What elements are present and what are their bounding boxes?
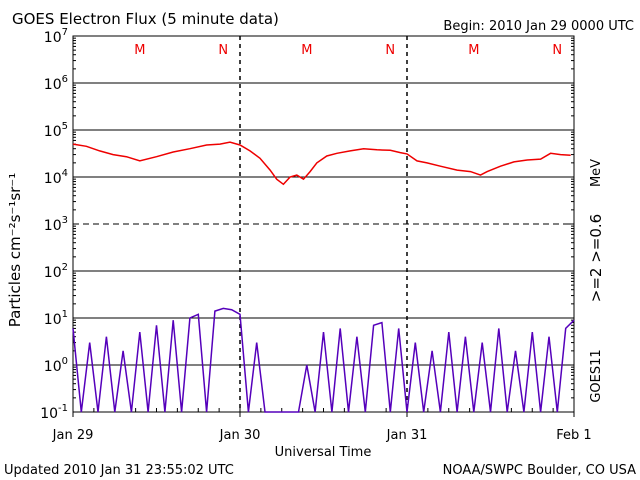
y-tick-label: 103	[44, 215, 68, 234]
mn-marker: M	[134, 43, 145, 58]
series-layer	[72, 141, 575, 413]
y-tick-label: 101	[44, 309, 68, 328]
x-tick-label: Jan 31	[386, 428, 428, 443]
mn-marker: N	[385, 43, 395, 58]
mn-marker: N	[218, 43, 228, 58]
satellite-label: GOES11	[589, 349, 604, 402]
y-tick-label: 104	[44, 168, 68, 187]
y-tick-label: 102	[44, 262, 68, 281]
begin-label: Begin: 2010 Jan 29 0000 UTC	[443, 19, 634, 34]
mev-label: MeV	[589, 159, 604, 187]
x-tick-label: Feb 1	[556, 428, 591, 443]
x-tick-label: Jan 29	[52, 428, 94, 443]
reference-lines	[73, 82, 574, 366]
series-line-2	[72, 307, 575, 413]
day-separators	[239, 36, 408, 412]
y-tick-label: 10-1	[40, 403, 68, 422]
y-tick-label: 100	[44, 356, 68, 375]
x-axis-label: Universal Time	[275, 445, 372, 460]
y-tick-label: 105	[44, 121, 68, 140]
y-axis-ticks: 107 106 105 104 103 102 101 100 10-1	[40, 27, 574, 422]
x-axis-ticks: Jan 29 Jan 30 Jan 31 Feb 1	[52, 408, 592, 443]
x-tick-label: Jan 30	[219, 428, 261, 443]
source-credit: NOAA/SWPC Boulder, CO USA	[443, 463, 636, 478]
updated-timestamp: Updated 2010 Jan 31 23:55:02 UTC	[4, 463, 234, 478]
mn-marker: N	[552, 43, 562, 58]
mn-marker: M	[301, 43, 312, 58]
series-line-1	[72, 141, 571, 186]
y-tick-label: 107	[44, 27, 68, 46]
y-axis-label: Particles cm⁻²s⁻¹sr⁻¹	[6, 173, 24, 327]
y-tick-label: 106	[44, 74, 68, 93]
mn-marker: M	[468, 43, 479, 58]
series-range-label: >=2 >=0.6	[587, 214, 605, 302]
chart-title: GOES Electron Flux (5 minute data)	[12, 10, 279, 28]
